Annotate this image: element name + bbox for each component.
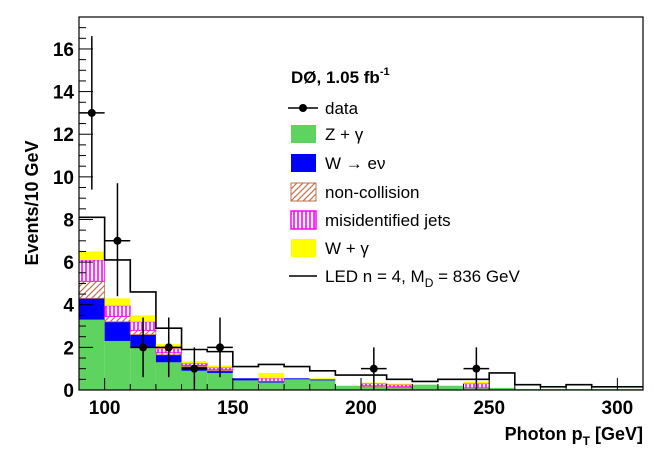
y-tick-label: 16 (53, 40, 74, 61)
legend-swatch-z-gamma (291, 125, 316, 143)
bar-w-enu (79, 298, 105, 320)
legend-entry-z-gamma: Z + γ (291, 125, 364, 144)
bar-w-enu (232, 378, 259, 381)
y-tick-label: 14 (53, 83, 75, 104)
x-tick-label: 200 (345, 398, 377, 419)
legend-label-non-collision: non-collision (325, 183, 420, 202)
x-axis-title: Photon pT [GeV] (505, 424, 643, 448)
y-axis-title: Events/10 GeV (22, 140, 42, 265)
data-point (190, 364, 199, 373)
bar-w-enu (309, 379, 336, 381)
bar-z-gamma (79, 319, 105, 390)
data-point (369, 364, 378, 373)
legend: data Z + γ W → eν non-collision misident… (288, 99, 520, 290)
y-tick-label: 4 (63, 296, 74, 317)
bar-misidentified-jets (78, 259, 106, 282)
bar-misidentified-jets (104, 305, 131, 317)
x-tick-label: 150 (217, 398, 249, 419)
bar-w-gamma (258, 372, 285, 379)
bar-w-gamma (386, 383, 413, 385)
data-point (216, 343, 224, 352)
bar-misidentified-jets (386, 384, 413, 388)
legend-data-marker (299, 104, 307, 112)
bar-z-gamma (386, 387, 413, 390)
x-tick-label: 100 (89, 398, 121, 419)
data-point (87, 108, 96, 117)
bar-z-gamma (284, 379, 310, 390)
experiment-label: DØ, 1.05 fb-1 (291, 66, 390, 87)
y-tick-label: 10 (53, 168, 74, 189)
data-point (139, 343, 148, 352)
legend-label-w-enu: W → eν (325, 154, 385, 173)
x-tick-label: 300 (602, 398, 634, 419)
bar-z-gamma (412, 384, 438, 390)
bar-w-gamma (309, 378, 336, 380)
y-tick-label: 0 (63, 381, 74, 402)
bar-z-gamma (309, 380, 336, 390)
legend-swatch-w-enu (291, 154, 316, 172)
legend-entry-data: data (288, 99, 359, 118)
y-tick-label: 2 (63, 338, 74, 359)
bar-z-gamma (489, 387, 515, 390)
x-axis: 100 150 200 250 300 (78, 378, 644, 419)
bar-z-gamma (335, 385, 361, 390)
legend-entry-misidentified-jets: misidentified jets (290, 210, 451, 230)
data-point (113, 236, 122, 245)
legend-entry-w-gamma: W + γ (291, 239, 369, 258)
x-tick-label: 250 (473, 398, 505, 419)
bar-w-gamma (79, 251, 105, 260)
bar-misidentified-jets (258, 377, 285, 382)
bar-non-collision (104, 316, 131, 323)
y-tick-label: 6 (63, 253, 74, 274)
legend-entry-w-enu: W → eν (291, 154, 385, 173)
legend-swatch-non-collision (290, 182, 317, 202)
legend-swatch-misidentified-jets (290, 210, 317, 230)
legend-entry-non-collision: non-collision (290, 182, 420, 202)
bar-z-gamma (437, 385, 464, 390)
legend-entry-led: LED n = 4, MD = 836 GeV (289, 267, 520, 290)
data-point (472, 364, 481, 373)
legend-label-misidentified-jets: misidentified jets (325, 211, 451, 230)
legend-swatch-w-gamma (291, 239, 316, 257)
data-points (79, 36, 490, 390)
bar-w-enu (258, 381, 285, 383)
legend-label-w-gamma: W + γ (325, 239, 369, 258)
bar-z-gamma (232, 380, 259, 390)
y-tick-label: 12 (53, 125, 74, 146)
y-axis: 0 2 4 6 8 10 12 14 16 (53, 27, 93, 402)
legend-label-data: data (325, 99, 359, 118)
bar-z-gamma (207, 372, 233, 390)
bar-w-gamma (104, 298, 131, 306)
legend-label-led: LED n = 4, MD = 836 GeV (325, 267, 520, 290)
data-point (164, 343, 173, 352)
y-tick-label: 8 (63, 210, 74, 231)
bar-w-enu (104, 321, 131, 341)
bar-w-enu (284, 378, 310, 380)
bar-z-gamma (258, 382, 285, 390)
bar-z-gamma (104, 340, 131, 390)
legend-label-z-gamma: Z + γ (325, 125, 364, 144)
